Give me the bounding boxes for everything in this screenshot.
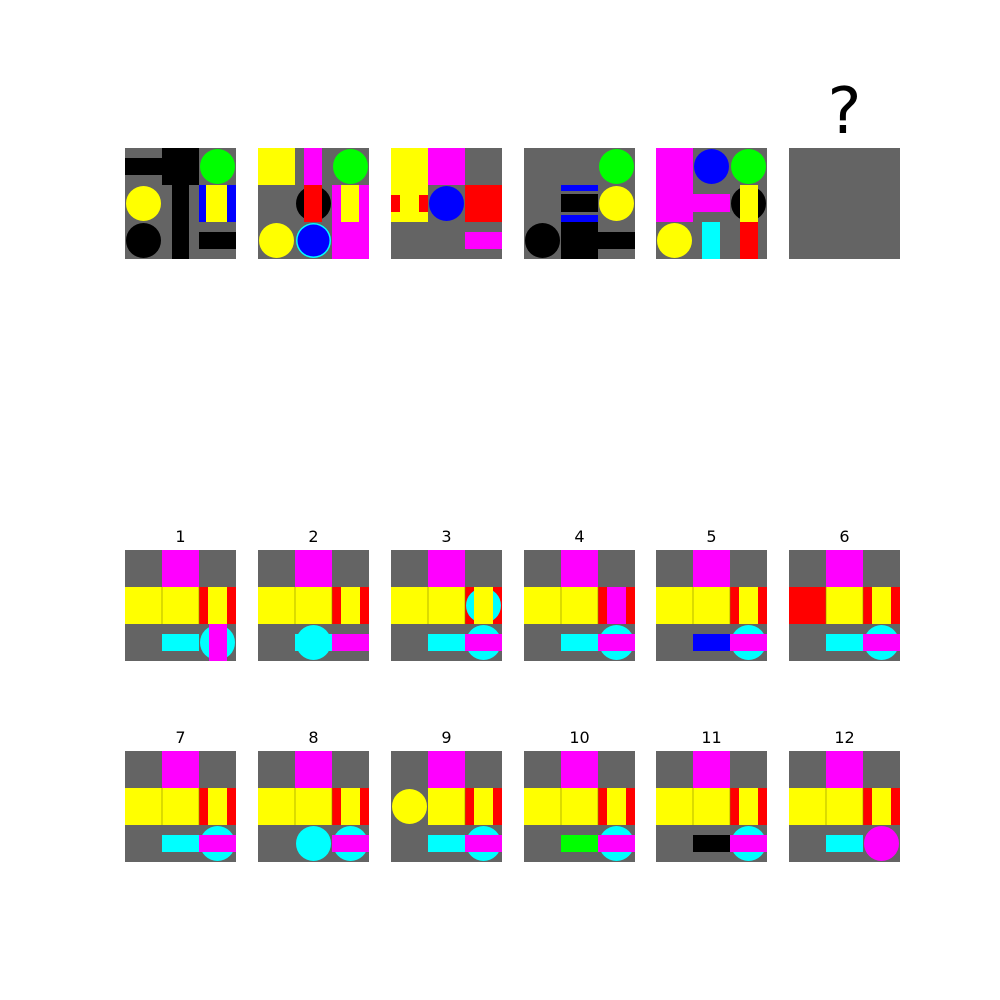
answer-option-9[interactable]: [391, 751, 502, 862]
answer-label-5: 5: [706, 527, 717, 546]
answer-label-11: 11: [701, 728, 722, 747]
answer-label-6: 6: [839, 527, 850, 546]
answer-label-2: 2: [308, 527, 319, 546]
answer-label-9: 9: [441, 728, 452, 747]
answer-option-10[interactable]: [524, 751, 635, 862]
answer-option-11[interactable]: [656, 751, 767, 862]
answer-label-3: 3: [441, 527, 452, 546]
answer-label-4: 4: [574, 527, 585, 546]
answer-option-7[interactable]: [125, 751, 236, 862]
question-panel-3: [391, 148, 502, 259]
answer-label-8: 8: [308, 728, 319, 747]
question-panel-5: [656, 148, 767, 259]
answer-option-2[interactable]: [258, 550, 369, 661]
missing-panel-question-mark: ?: [827, 75, 862, 149]
question-panel-2: [258, 148, 369, 259]
question-panel-1: [125, 148, 236, 259]
answer-label-12: 12: [834, 728, 855, 747]
question-panel-missing: [789, 148, 900, 259]
answer-option-6[interactable]: [789, 550, 900, 661]
answer-option-12[interactable]: [789, 751, 900, 862]
answer-label-1: 1: [175, 527, 186, 546]
answer-option-5[interactable]: [656, 550, 767, 661]
answer-label-7: 7: [175, 728, 186, 747]
question-panel-4: [524, 148, 635, 259]
answer-option-3[interactable]: [391, 550, 502, 661]
answer-label-10: 10: [569, 728, 590, 747]
answer-option-4[interactable]: [524, 550, 635, 661]
answer-option-8[interactable]: [258, 751, 369, 862]
answer-option-1[interactable]: [125, 550, 236, 661]
